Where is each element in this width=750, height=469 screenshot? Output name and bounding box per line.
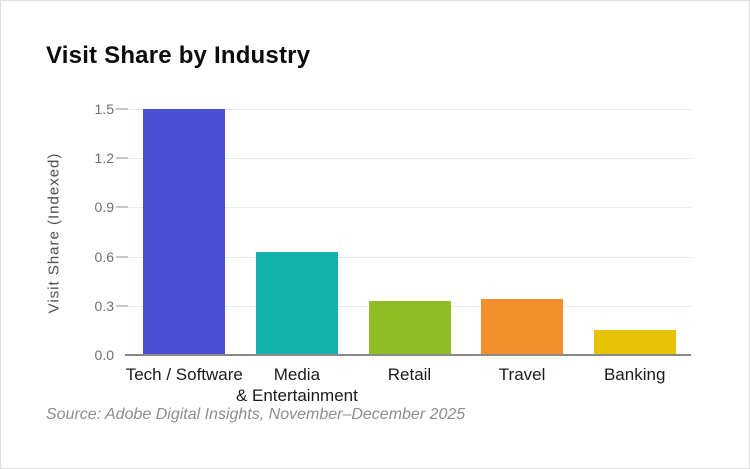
bar-media-entertainment: [255, 251, 338, 355]
y-tick-label: 0.0: [94, 347, 114, 363]
x-category-label: Retail: [387, 365, 432, 384]
y-axis-title: Visit Share (Indexed): [45, 152, 63, 314]
y-tick-label: 1.5: [94, 101, 114, 117]
bar-travel: [481, 299, 564, 355]
x-axis-line: [125, 354, 691, 356]
gridline: [128, 207, 691, 209]
y-tick-mark: [116, 108, 128, 110]
gridline: [128, 158, 691, 160]
x-category-label: Banking: [603, 365, 666, 384]
plot-area: 0.0 0.3 0.6 0.9 1.2 1.5 Tech / Software Media &…: [95, 101, 691, 405]
chart-title: Visit Share by Industry: [46, 42, 311, 69]
y-tick-label: 0.6: [94, 248, 114, 265]
x-category-label: Tech / Software: [125, 365, 243, 384]
y-tick-mark: [116, 157, 128, 160]
bar-tech-software: [143, 109, 226, 355]
y-tick-label: 0.3: [94, 297, 114, 314]
y-tick-label: 1.2: [94, 150, 114, 167]
y-tick-mark: [116, 255, 128, 258]
source-note: Source: Adobe Digital Insights, November…: [46, 406, 466, 423]
x-category-label: Media & Entertainment: [235, 365, 358, 406]
gridline: [128, 256, 691, 258]
y-tick-mark: [116, 206, 128, 209]
y-tick-label: 0.9: [94, 199, 114, 216]
x-category-label: Travel: [498, 365, 546, 384]
y-tick-mark: [116, 304, 128, 307]
gridline: [128, 109, 691, 110]
bar-banking: [593, 330, 676, 355]
bar-retail: [368, 300, 451, 355]
